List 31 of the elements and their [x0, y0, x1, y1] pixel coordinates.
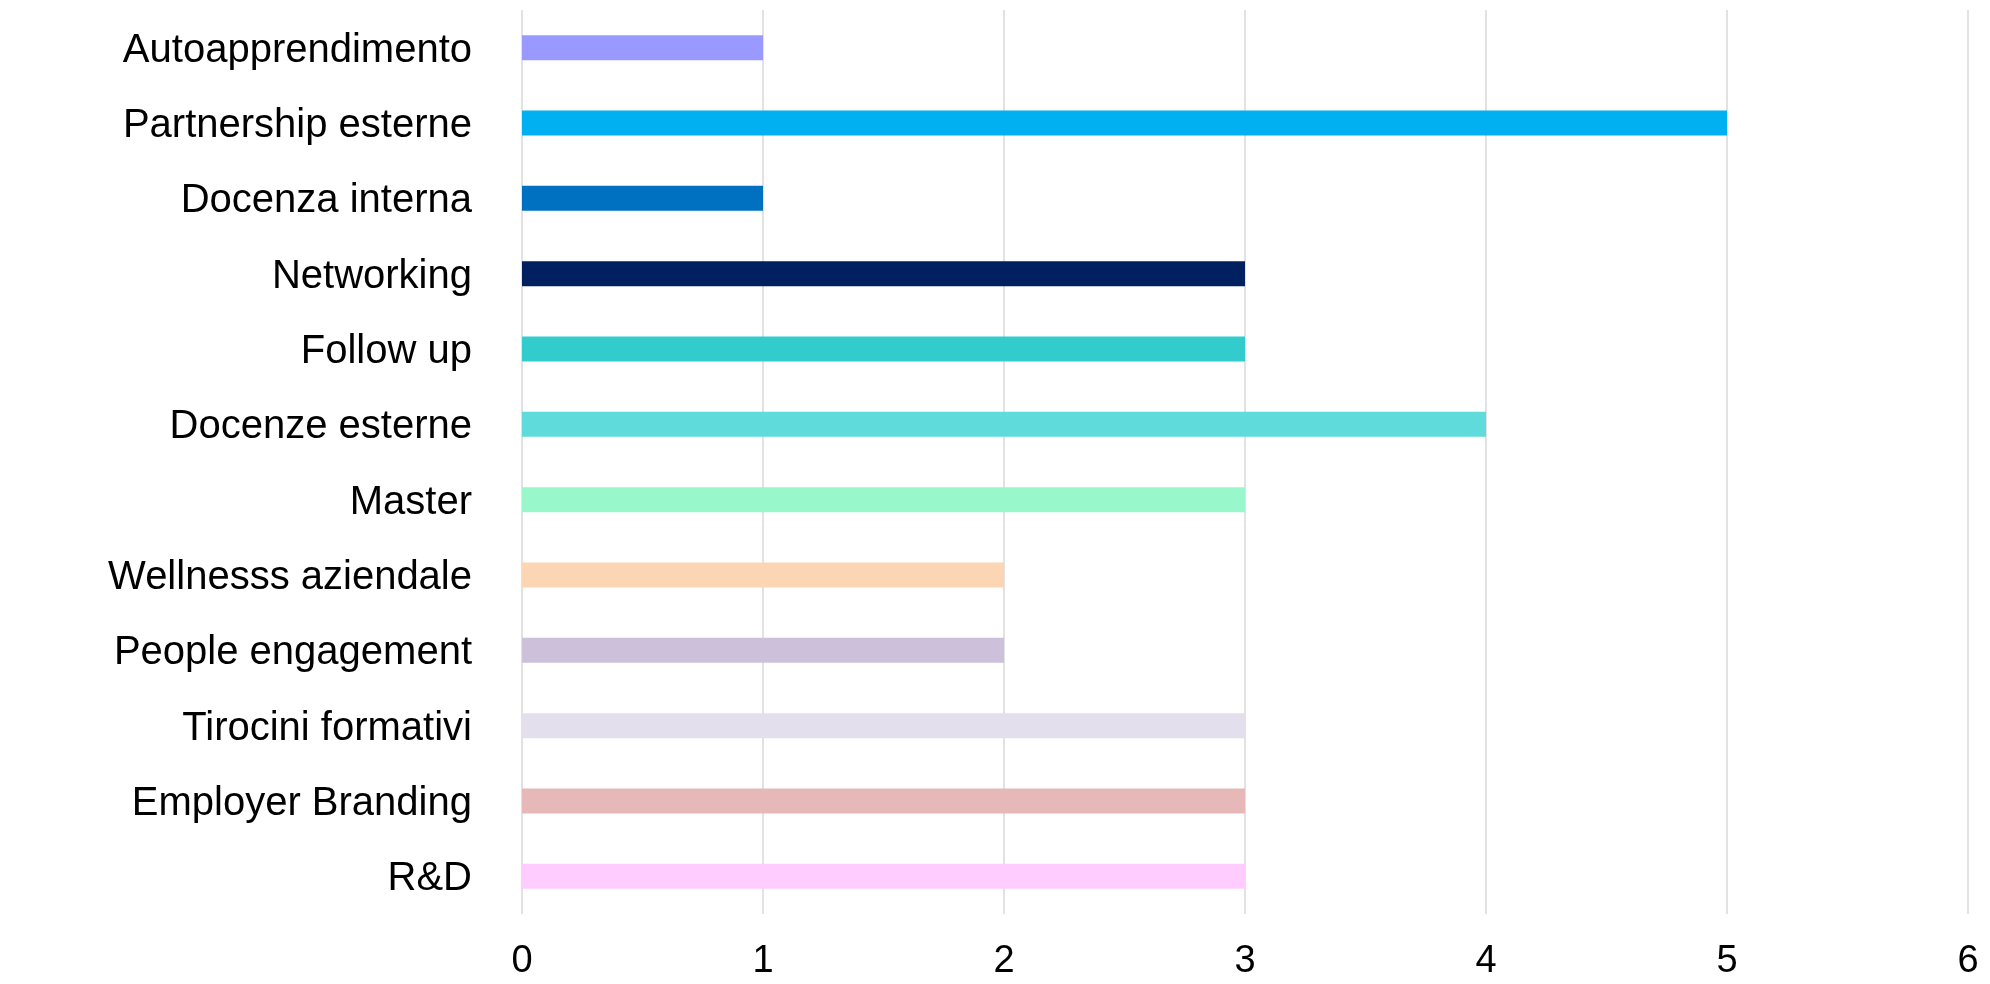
y-tick-label: People engagement: [113, 628, 472, 673]
y-tick-label: Autoapprendimento: [122, 25, 472, 70]
bar: [522, 637, 1004, 663]
bar: [522, 261, 1245, 287]
y-tick-label: Networking: [271, 251, 472, 296]
bar: [522, 336, 1245, 362]
y-tick-label: Master: [349, 477, 472, 522]
x-tick-label: 2: [993, 938, 1015, 980]
y-tick-label: Tirocini formativi: [182, 703, 472, 748]
bar: [522, 487, 1245, 513]
x-tick-label: 3: [1234, 938, 1256, 980]
bar: [522, 713, 1245, 739]
y-tick-label: Docenze esterne: [169, 402, 472, 447]
bar: [522, 562, 1004, 588]
x-tick-label: 0: [511, 938, 533, 980]
y-tick-label: R&D: [387, 854, 472, 899]
x-tick-label: 5: [1716, 938, 1738, 980]
bar: [522, 863, 1245, 889]
x-tick-label: 6: [1957, 938, 1979, 980]
y-tick-label: Partnership esterne: [122, 101, 472, 145]
bar: [522, 185, 763, 211]
bar: [522, 35, 763, 61]
bar: [522, 788, 1245, 814]
y-tick-label: Wellnesss aziendale: [108, 553, 472, 597]
x-tick-label: 1: [752, 938, 774, 980]
bar: [522, 110, 1727, 136]
bar: [522, 411, 1486, 437]
y-tick-label: Employer Branding: [131, 779, 472, 823]
y-tick-label: Follow up: [300, 327, 472, 371]
x-tick-label: 4: [1475, 938, 1497, 980]
y-tick-label: Docenza interna: [180, 176, 473, 221]
